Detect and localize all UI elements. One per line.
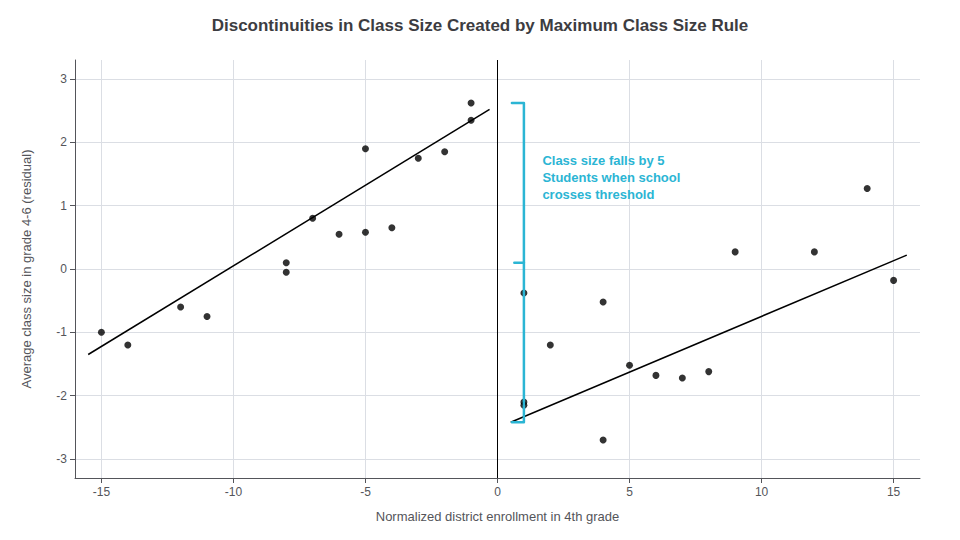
svg-text:-5: -5 <box>360 485 371 499</box>
svg-text:-3: -3 <box>56 452 67 466</box>
svg-text:crosses threshold: crosses threshold <box>542 187 654 202</box>
svg-text:Class size falls by 5: Class size falls by 5 <box>542 153 664 168</box>
svg-text:15: 15 <box>887 485 901 499</box>
svg-text:0: 0 <box>494 485 501 499</box>
svg-text:Discontinuities in Class Size: Discontinuities in Class Size Created by… <box>212 16 749 35</box>
svg-text:2: 2 <box>60 135 67 149</box>
svg-text:3: 3 <box>60 72 67 86</box>
svg-text:Normalized district enrollment: Normalized district enrollment in 4th gr… <box>376 509 620 524</box>
svg-text:-15: -15 <box>93 485 111 499</box>
svg-text:1: 1 <box>60 199 67 213</box>
svg-text:0: 0 <box>60 262 67 276</box>
svg-text:-2: -2 <box>56 389 67 403</box>
svg-text:5: 5 <box>626 485 633 499</box>
svg-text:10: 10 <box>755 485 769 499</box>
svg-text:-1: -1 <box>56 325 67 339</box>
svg-text:Students when school: Students when school <box>542 170 680 185</box>
svg-text:Average class size in grade 4-: Average class size in grade 4-6 (residua… <box>19 150 34 389</box>
svg-text:-10: -10 <box>225 485 243 499</box>
